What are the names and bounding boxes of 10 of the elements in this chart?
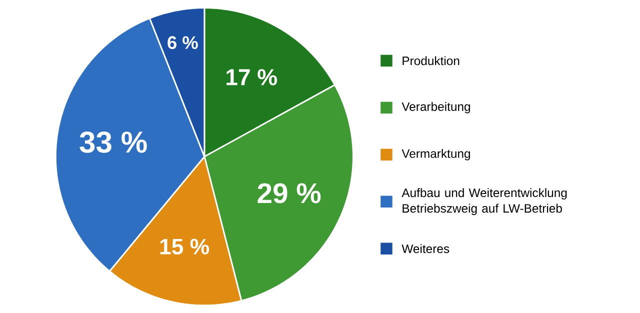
legend-label: Verarbeitung: [402, 102, 470, 114]
legend-label: Vermarktung: [402, 148, 470, 160]
data-label: 17 %: [226, 69, 277, 86]
data-label: 6 %: [168, 36, 198, 49]
data-label: 33 %: [80, 131, 147, 153]
data-label: 15 %: [160, 238, 210, 254]
data-label: 29 %: [258, 183, 321, 204]
legend-label: Weiteres: [402, 244, 450, 253]
legend-label: Aufbau und Weiterentwicklung Betriebszweig auf LW-Betrieb: [402, 188, 567, 215]
legend-label: Produktion: [402, 56, 460, 66]
